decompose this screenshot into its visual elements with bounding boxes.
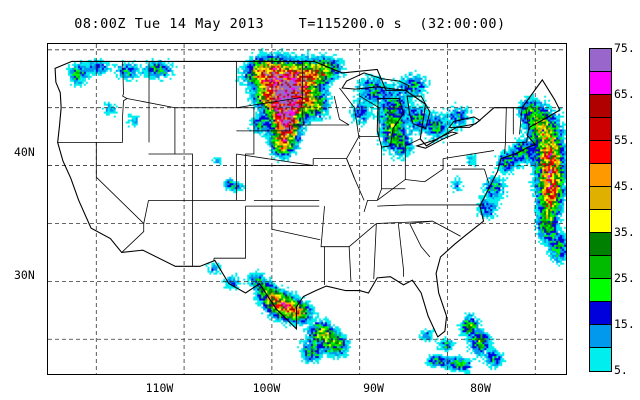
colorbar-band-10 <box>590 348 611 371</box>
colorbar <box>589 48 612 372</box>
reflectivity-raster <box>48 44 566 374</box>
colorbar-band-65 <box>590 95 611 118</box>
colorbar-label-35: 35. <box>614 225 635 239</box>
y-tick-40n: 40N <box>14 144 35 159</box>
colorbar-band-75 <box>590 49 611 72</box>
colorbar-band-25 <box>590 279 611 302</box>
colorbar-band-35 <box>590 233 611 256</box>
colorbar-band-20 <box>590 302 611 325</box>
colorbar-label-5: 5. <box>614 363 628 377</box>
colorbar-band-40 <box>590 210 611 233</box>
colorbar-band-30 <box>590 256 611 279</box>
colorbar-band-60 <box>590 118 611 141</box>
colorbar-label-65: 65. <box>614 87 635 101</box>
x-tick-90w: 90W <box>363 381 384 395</box>
colorbar-band-55 <box>590 141 611 164</box>
map-plot-area <box>47 43 567 375</box>
colorbar-band-70 <box>590 72 611 95</box>
colorbar-band-50 <box>590 164 611 187</box>
figure-title: 08:00Z Tue 14 May 2013 T=115200.0 s (32:… <box>74 16 506 32</box>
x-tick-110w: 110W <box>145 381 174 395</box>
x-tick-100w: 100W <box>252 381 281 395</box>
colorbar-label-45: 45. <box>614 179 635 193</box>
colorbar-label-55: 55. <box>614 133 635 147</box>
colorbar-label-75: 75. <box>614 41 635 55</box>
colorbar-band-15 <box>590 325 611 348</box>
x-tick-80w: 80W <box>470 381 491 395</box>
colorbar-band-45 <box>590 187 611 210</box>
y-tick-30n: 30N <box>14 268 35 282</box>
colorbar-label-15: 15. <box>614 317 635 331</box>
map-overlay <box>48 44 566 374</box>
colorbar-label-25: 25. <box>614 271 635 285</box>
